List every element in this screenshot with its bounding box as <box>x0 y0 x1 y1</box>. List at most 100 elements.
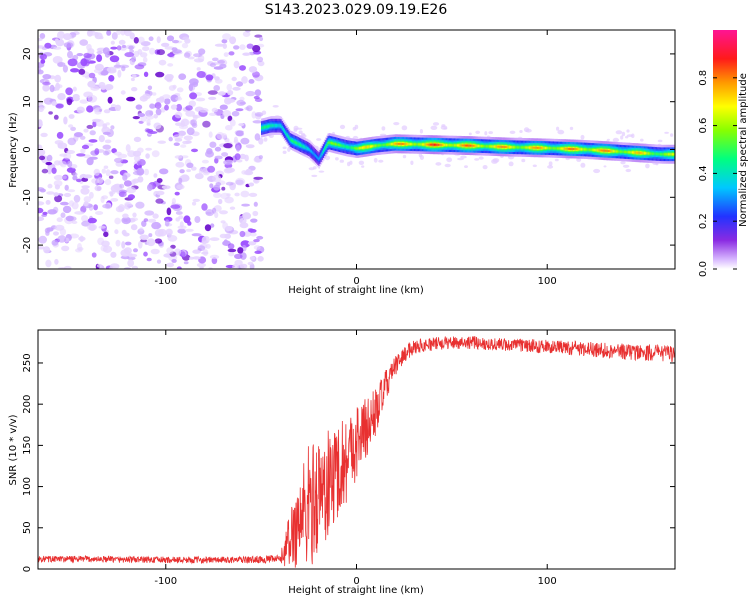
noise-speckle <box>144 210 155 216</box>
noise-speckle <box>176 266 182 269</box>
noise-speckle <box>231 76 237 82</box>
noise-speckle <box>239 153 247 160</box>
noise-speckle <box>135 104 143 110</box>
ridge-cell <box>649 152 651 155</box>
ridge-cell <box>582 148 585 151</box>
noise-speckle <box>232 86 241 91</box>
noise-speckle <box>158 59 167 66</box>
ridge-cell <box>459 144 461 147</box>
noise-speckle <box>148 36 154 41</box>
ridge-cell <box>580 148 582 151</box>
noise-speckle <box>94 107 103 113</box>
noise-speckle <box>221 152 229 157</box>
noise-speckle <box>38 106 44 113</box>
noise-speckle <box>191 122 198 128</box>
noise-speckle <box>126 186 136 194</box>
noise-speckle <box>53 46 62 50</box>
ridge-halo-speckle <box>606 138 611 141</box>
noise-speckle <box>242 31 251 37</box>
noise-speckle <box>102 131 111 135</box>
noise-speckle <box>217 91 226 96</box>
noise-speckle <box>87 48 95 55</box>
ridge-cell <box>570 147 572 150</box>
ridge-cell <box>467 144 469 147</box>
ridge-cell <box>281 126 284 129</box>
ridge-cell <box>557 147 559 150</box>
noise-speckle <box>63 152 72 160</box>
noise-speckle <box>81 177 89 182</box>
ridge-cell <box>436 143 438 146</box>
ridge-cell <box>610 150 612 153</box>
ridge-cell <box>421 143 423 146</box>
y-tick-label: 100 <box>22 477 33 496</box>
ridge-halo-speckle <box>464 165 468 169</box>
noise-speckle <box>239 263 248 269</box>
ridge-cell <box>605 149 608 152</box>
ridge-cell <box>417 143 420 146</box>
noise-speckle <box>79 99 89 104</box>
ridge-halo-speckle <box>311 174 318 178</box>
ridge-cell <box>629 151 632 154</box>
noise-speckle <box>137 113 146 117</box>
noise-speckle <box>223 159 233 166</box>
ridge-cell <box>628 151 630 154</box>
noise-speckle <box>46 191 55 195</box>
ridge-cell <box>583 148 586 151</box>
ridge-cell <box>662 153 665 156</box>
ridge-halo-speckle <box>631 133 635 139</box>
noise-speckle <box>195 97 206 102</box>
noise-speckle <box>155 71 165 78</box>
ridge-cell <box>503 145 506 148</box>
noise-speckle <box>62 175 67 180</box>
noise-speckle <box>116 45 122 51</box>
ridge-halo-speckle <box>354 124 359 130</box>
ridge-cell <box>639 151 642 154</box>
ridge-cell <box>384 143 387 146</box>
noise-speckle <box>154 102 162 109</box>
ridge-cell <box>619 150 621 153</box>
ridge-cell <box>494 145 497 148</box>
noise-speckle <box>161 42 170 48</box>
ridge-cell <box>518 146 521 149</box>
ridge-cell <box>325 146 327 149</box>
ridge-cell <box>286 133 288 136</box>
noise-speckle <box>156 259 162 264</box>
ridge-cell <box>490 145 492 148</box>
ridge-cell <box>579 148 581 151</box>
noise-speckle <box>42 81 51 86</box>
ridge-cell <box>652 152 654 155</box>
noise-speckle <box>57 142 63 149</box>
ridge-cell <box>266 125 269 128</box>
noise-speckle <box>54 38 59 44</box>
noise-speckle <box>228 51 235 56</box>
y-tick-label: 20 <box>22 48 33 61</box>
ridge-cell <box>279 124 281 127</box>
ridge-cell <box>312 152 315 155</box>
noise-speckle <box>95 119 104 127</box>
ridge-cell <box>290 139 293 142</box>
spectrogram-ylabel: Frequency (Hz) <box>8 112 19 188</box>
ridge-halo-speckle <box>460 155 467 159</box>
noise-speckle <box>168 136 173 142</box>
noise-speckle <box>196 262 206 268</box>
noise-speckle <box>156 178 163 183</box>
noise-speckle <box>96 50 103 55</box>
noise-speckle <box>182 36 190 41</box>
ridge-cell <box>404 143 406 146</box>
ridge-cell <box>413 143 415 146</box>
ridge-cell <box>364 146 366 149</box>
noise-speckle <box>88 72 96 79</box>
ridge-cell <box>375 144 378 147</box>
noise-speckle <box>233 45 240 50</box>
noise-speckle <box>64 184 69 191</box>
noise-speckle <box>214 211 219 219</box>
noise-speckle <box>110 198 119 202</box>
ridge-halo-speckle <box>358 160 365 165</box>
ridge-cell <box>563 147 565 150</box>
ridge-cell <box>556 147 558 150</box>
noise-speckle <box>244 30 251 33</box>
ridge-cell <box>558 147 561 150</box>
ridge-cell <box>527 146 530 149</box>
ridge-halo-speckle <box>295 127 303 130</box>
